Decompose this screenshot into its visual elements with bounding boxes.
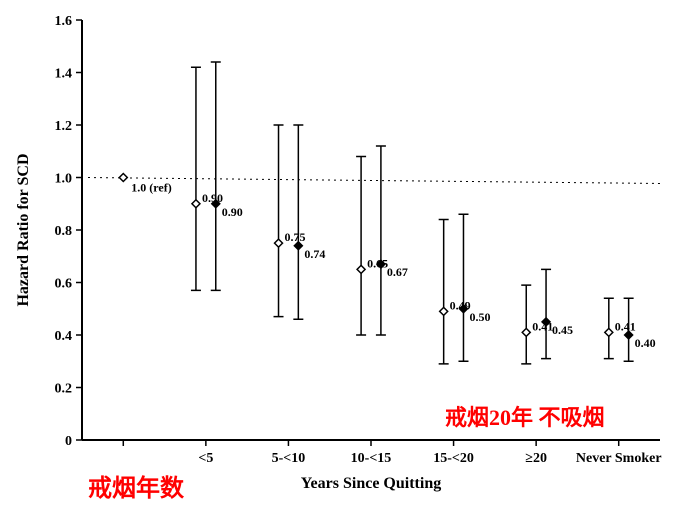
svg-text:0.41: 0.41 — [615, 319, 636, 333]
svg-text:0.4: 0.4 — [55, 329, 73, 344]
svg-text:0.40: 0.40 — [635, 336, 656, 350]
svg-text:10-<15: 10-<15 — [351, 451, 392, 466]
svg-text:0: 0 — [65, 434, 72, 449]
svg-text:1.6: 1.6 — [55, 14, 73, 29]
svg-text:0.90: 0.90 — [222, 205, 243, 219]
svg-text:1.4: 1.4 — [55, 67, 73, 82]
svg-text:15-<20: 15-<20 — [433, 451, 474, 466]
svg-text:1.2: 1.2 — [55, 119, 73, 134]
svg-text:Never Smoker: Never Smoker — [576, 451, 662, 466]
svg-text:0.8: 0.8 — [55, 224, 73, 239]
svg-text:0.45: 0.45 — [552, 323, 573, 337]
svg-text:Years Since Quitting: Years Since Quitting — [301, 475, 441, 492]
svg-text:Hazard Ratio for SCD: Hazard Ratio for SCD — [15, 153, 32, 306]
svg-text:≥20: ≥20 — [525, 451, 547, 466]
svg-text:0.75: 0.75 — [285, 230, 306, 244]
svg-text:0.50: 0.50 — [469, 310, 490, 324]
chart-container: 0 0.2 0.4 0.6 0.8 1.0 1.2 1.4 1.6 Hazard Ratio fo… — [0, 0, 691, 519]
svg-text:5-<10: 5-<10 — [272, 451, 306, 466]
svg-text:0.67: 0.67 — [387, 265, 408, 279]
svg-text:1.0: 1.0 — [55, 172, 73, 187]
svg-text:0.6: 0.6 — [55, 277, 73, 292]
svg-text:0.74: 0.74 — [304, 247, 325, 261]
svg-text:1.0 (ref): 1.0 (ref) — [131, 181, 171, 195]
forest-plot-svg: 0 0.2 0.4 0.6 0.8 1.0 1.2 1.4 1.6 Hazard Ratio fo… — [0, 0, 691, 519]
svg-text:<5: <5 — [198, 451, 213, 466]
svg-text:0.2: 0.2 — [55, 382, 73, 397]
